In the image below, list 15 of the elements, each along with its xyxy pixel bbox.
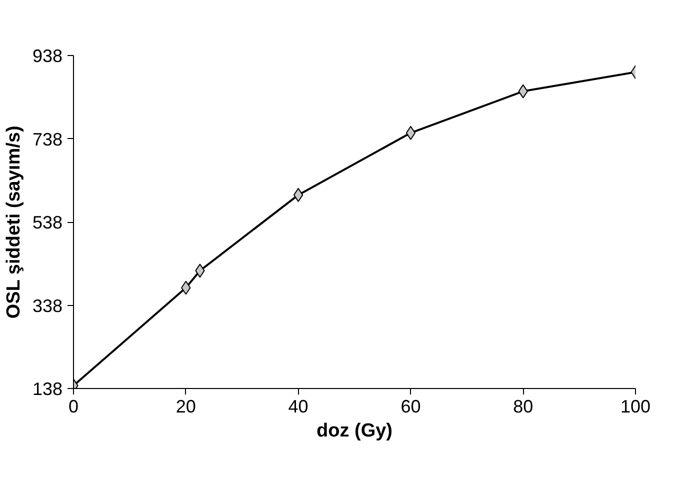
x-tick-label: 100 xyxy=(620,396,651,416)
x-tick-label: 20 xyxy=(176,396,196,416)
y-tick-label: 338 xyxy=(32,296,63,316)
y-tick-label: 938 xyxy=(32,46,63,66)
y-tick-label: 738 xyxy=(32,129,63,150)
y-axis-title: OSL şiddeti (sayım/s) xyxy=(3,126,24,319)
x-axis-title: doz (Gy) xyxy=(316,420,393,442)
point xyxy=(293,188,304,202)
x-tick-label: 80 xyxy=(513,396,534,416)
y-tick-label: 538 xyxy=(32,212,63,232)
x-tick-label: 40 xyxy=(288,396,308,416)
x-tick-label: 60 xyxy=(400,396,421,416)
point xyxy=(406,126,416,140)
y-tick-label: 138 xyxy=(32,379,63,399)
x-tick-label: 0 xyxy=(68,396,79,416)
